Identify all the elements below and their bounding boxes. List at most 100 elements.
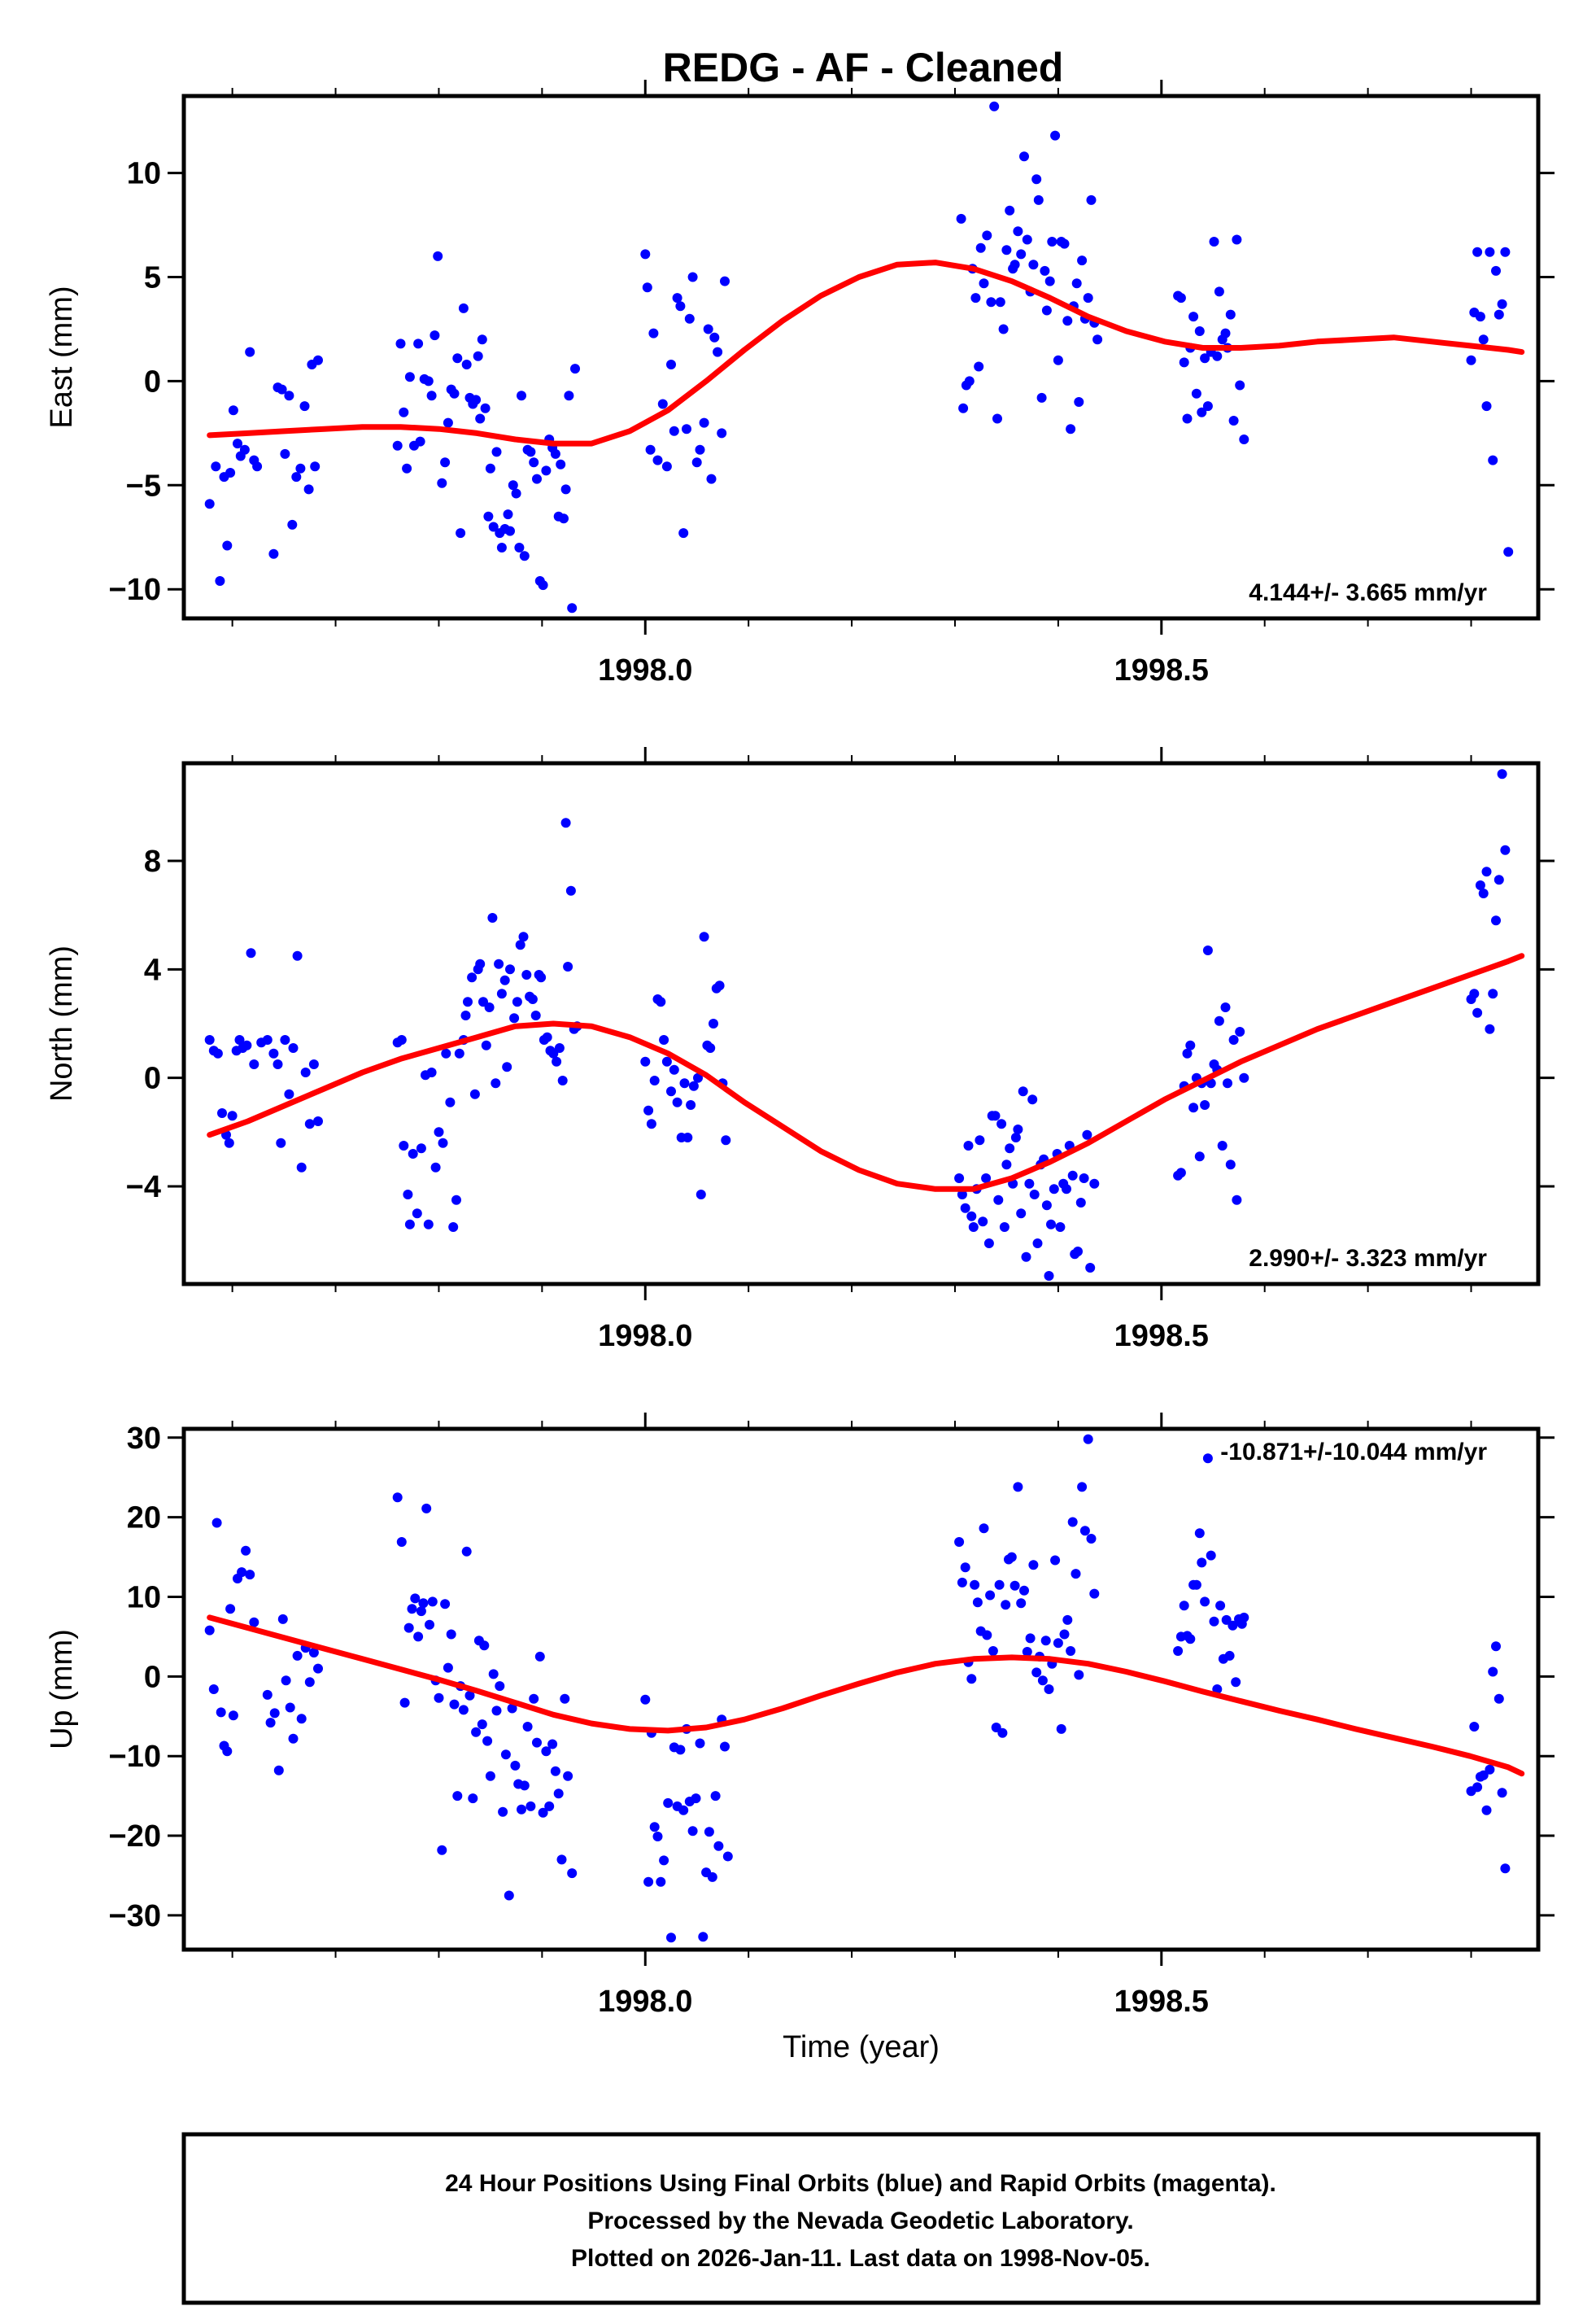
model-curve (207, 953, 1525, 1192)
data-point (1220, 328, 1231, 338)
data-point (304, 1119, 315, 1129)
data-point (720, 276, 730, 286)
data-point (421, 1503, 432, 1513)
y-tick-label: 5 (144, 261, 161, 295)
data-point (399, 407, 409, 417)
data-point (1013, 226, 1023, 237)
data-point (1067, 1170, 1078, 1181)
data-point (502, 1062, 512, 1072)
data-point (560, 818, 571, 828)
data-point (1239, 1072, 1249, 1083)
data-point (423, 376, 434, 387)
data-point (415, 436, 425, 447)
data-point (552, 1056, 562, 1067)
data-point (703, 324, 713, 334)
data-point (1022, 234, 1032, 245)
data-point (276, 1138, 286, 1148)
data-point (570, 364, 580, 374)
data-point (1073, 1247, 1083, 1256)
data-point (1062, 316, 1073, 326)
data-point (285, 1702, 295, 1713)
data-point (1005, 205, 1015, 216)
data-point (222, 1746, 233, 1757)
data-point (1049, 1184, 1059, 1194)
data-point (1044, 1271, 1054, 1281)
data-point (1485, 1764, 1495, 1775)
data-point (1475, 880, 1485, 890)
data-point (1013, 1125, 1023, 1134)
data-point (970, 293, 981, 304)
data-point (245, 347, 255, 357)
data-point (511, 488, 521, 499)
data-point (1185, 1040, 1196, 1050)
data-point (1497, 769, 1507, 780)
footer-frame (181, 2132, 1541, 2305)
data-point (563, 1771, 573, 1781)
y-tick-label: −10 (109, 573, 161, 607)
chart-title: REDG - AF - Cleaned (663, 45, 1064, 90)
data-point (488, 522, 499, 532)
data-point (1224, 1650, 1235, 1661)
data-point (249, 1617, 259, 1627)
data-point (1047, 237, 1057, 247)
data-point (440, 457, 451, 468)
data-point (1036, 392, 1047, 403)
data-point (666, 1086, 676, 1097)
data-point (461, 1546, 472, 1557)
model-curve (207, 260, 1525, 447)
data-point (1494, 309, 1504, 320)
data-point (1175, 293, 1186, 304)
data-point (416, 1606, 426, 1617)
data-point (477, 1719, 487, 1730)
data-point (1194, 1528, 1205, 1539)
data-point (517, 1804, 526, 1815)
data-point (1197, 1557, 1207, 1568)
data-point (679, 1078, 690, 1089)
data-point (1033, 194, 1044, 205)
data-point (404, 1219, 415, 1229)
data-point (534, 1651, 545, 1662)
data-point (1221, 1614, 1232, 1625)
y-tick-label: −5 (126, 469, 161, 503)
data-point (437, 478, 447, 488)
data-point (979, 1523, 989, 1534)
data-point (1006, 1552, 1017, 1562)
data-point (1497, 1788, 1507, 1798)
data-point (433, 251, 443, 261)
data-point (292, 1650, 303, 1661)
data-point (652, 1832, 663, 1841)
data-point (1050, 1555, 1061, 1566)
data-point (648, 328, 659, 338)
data-point (460, 1011, 471, 1020)
data-point (268, 548, 279, 559)
data-point (440, 1599, 451, 1609)
data-point (225, 468, 236, 478)
data-point (560, 1693, 570, 1704)
data-point (1494, 1693, 1504, 1704)
data-point (960, 1562, 970, 1573)
data-point (657, 399, 668, 409)
data-point (514, 543, 525, 552)
y-axis-label: North (mm) (45, 946, 79, 1102)
data-point (1228, 1620, 1238, 1631)
data-point (1005, 1143, 1015, 1154)
data-point (1009, 260, 1020, 270)
data-point (960, 1203, 970, 1213)
data-point (438, 1138, 448, 1148)
data-point (228, 405, 238, 416)
rate-label: -10.871+/-10.044 mm/yr (1220, 1439, 1487, 1465)
data-point (1212, 351, 1223, 361)
data-point (1209, 237, 1219, 247)
data-point (1188, 1103, 1199, 1113)
data-point (1206, 1550, 1216, 1561)
data-point (1028, 1560, 1039, 1570)
data-point (1086, 194, 1097, 205)
data-point (957, 1190, 967, 1199)
data-point (1059, 1629, 1070, 1640)
data-point (1001, 1600, 1011, 1610)
data-point (705, 1043, 716, 1053)
data-point (709, 1019, 718, 1029)
data-point (1217, 1141, 1228, 1151)
data-point (687, 1826, 698, 1837)
data-point (1481, 867, 1492, 877)
